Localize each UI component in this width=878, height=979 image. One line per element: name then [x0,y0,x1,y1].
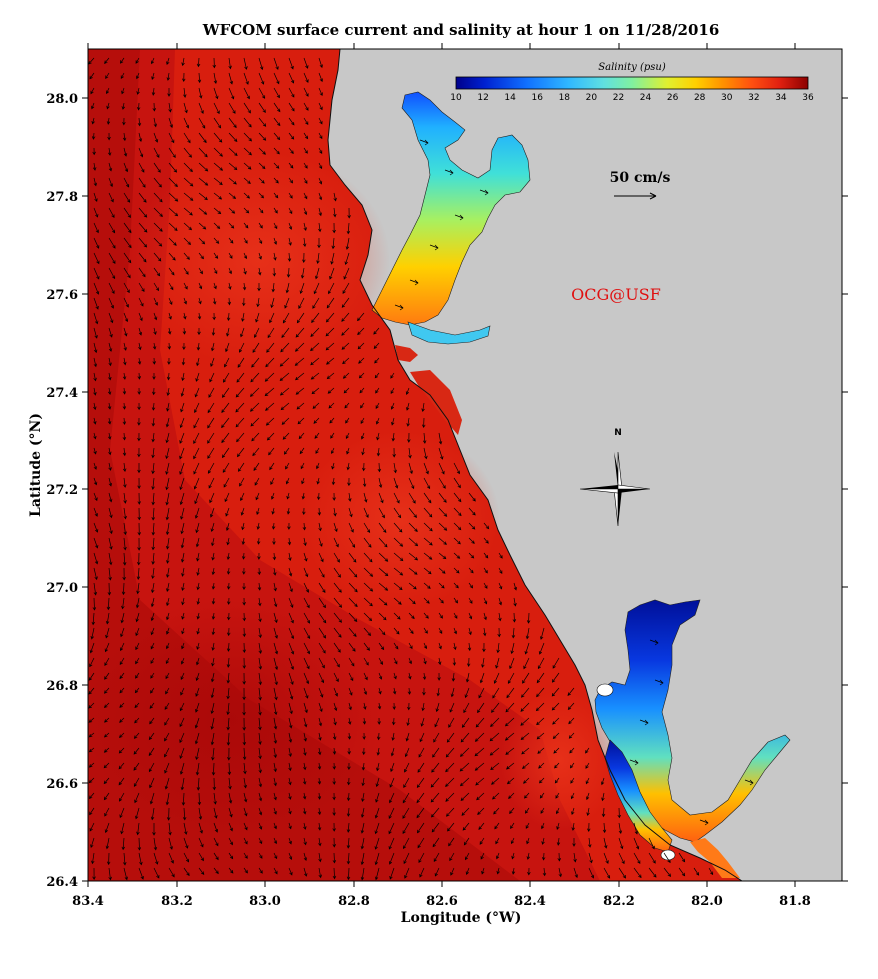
y-axis: 28.0 27.8 27.6 27.4 27.2 27.0 26.8 26.6 … [46,92,848,890]
y-tick: 28.0 [46,92,848,107]
tampa-bay-channel [407,321,491,345]
island [596,683,614,697]
x-tick-label: 82.2 [603,894,635,909]
estero-bay [690,838,740,878]
y-tick: 27.8 [46,190,848,205]
x-tick-label: 83.2 [161,894,193,909]
colorbar-tick-label: 24 [640,93,652,103]
colorbar-tick-label: 30 [721,93,733,103]
x-tick: 83.0 [249,43,281,909]
colorbar-scale [455,76,809,90]
x-tick: 83.2 [161,43,193,909]
x-tick: 82.4 [514,43,546,909]
y-tick-label: 26.6 [46,777,78,792]
x-tick-label: 81.8 [779,894,811,909]
y-tick: 27.6 [46,288,848,303]
y-tick-label: 27.0 [46,581,78,596]
colorbar-tick-label: 26 [667,93,679,103]
y-tick: 26.8 [46,679,848,694]
colorbar-tick-label: 18 [559,93,571,103]
y-tick-label: 27.2 [46,483,78,498]
dark-patch-south [88,600,380,840]
colorbar-tick-label: 36 [802,93,814,103]
x-tick: 82.0 [691,43,723,909]
fresh-patch-mid [300,430,500,610]
chart-title: WFCOM surface current and salinity at ho… [202,21,720,39]
x-tick-label: 83.0 [249,894,281,909]
colorbar-tick-label: 20 [586,93,598,103]
current-vector-field [88,57,754,881]
y-tick: 27.4 [46,386,848,401]
x-tick: 82.6 [426,43,458,909]
y-axis-label: Latitude (°N) [28,413,44,517]
y-tick-label: 28.0 [46,92,78,107]
colorbar-tick-label: 10 [450,93,462,103]
colorbar-tick-label: 34 [775,93,787,103]
colorbar-tick-label: 28 [694,93,706,103]
north-label: N [614,428,622,438]
sarasota-bay [395,345,462,435]
tampa-bay [371,91,531,326]
reference-vector-label: 50 cm/s [610,170,671,186]
x-tick-label: 82.6 [426,894,458,909]
x-tick: 82.8 [338,43,370,909]
north-arrow: N [579,428,651,527]
x-tick: 82.2 [603,43,635,909]
x-tick-label: 82.4 [514,894,546,909]
plot-frame [87,48,843,882]
watermark-label: OCG@USF [571,285,661,304]
y-tick-label: 27.6 [46,288,78,303]
colorbar-title: Salinity (psu) [598,62,666,73]
fresh-patch-north [130,150,390,370]
colorbar-tick-label: 22 [613,93,624,103]
x-tick: 81.8 [779,43,811,909]
x-tick-label: 82.0 [691,894,723,909]
y-tick-label: 27.4 [46,386,78,401]
x-tick-label: 82.8 [338,894,370,909]
current-vectors [88,57,754,881]
reference-vector: 50 cm/s [610,170,671,200]
y-tick: 27.2 [46,483,848,498]
y-tick: 26.6 [46,777,848,792]
coastline [327,49,743,881]
plot-area [88,49,842,881]
colorbar: Salinity (psu) 10 12 14 16 18 20 22 24 26 28 30 32 3… [450,62,814,103]
island [660,849,676,861]
y-tick-label: 26.8 [46,679,78,694]
x-axis: 83.4 83.2 83.0 82.8 82.6 82.4 82.2 82.0 … [72,43,811,909]
y-tick-label: 27.8 [46,190,78,205]
y-tick: 27.0 [46,581,848,596]
colorbar-tick-label: 14 [504,93,516,103]
x-tick: 83.4 [72,43,104,909]
colorbar-tick-label: 16 [532,93,544,103]
y-tick: 26.4 [46,875,848,890]
x-tick-label: 83.4 [72,894,104,909]
y-tick-label: 26.4 [46,875,78,890]
colorbar-tick-label: 12 [477,93,488,103]
colorbar-ticks: 10 12 14 16 18 20 22 24 26 28 30 32 34 36 [450,93,814,103]
colorbar-tick-label: 32 [748,93,759,103]
reference-arrow-head [649,192,657,200]
x-axis-label: Longitude (°W) [401,910,522,926]
fresh-patch-south [500,690,620,830]
